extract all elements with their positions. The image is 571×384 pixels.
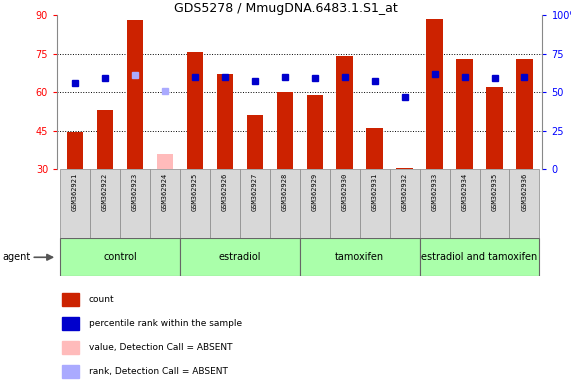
Bar [456,59,473,169]
Text: GSM362926: GSM362926 [222,172,228,211]
Bar [420,169,449,238]
Text: GSM362929: GSM362929 [312,172,317,211]
Bar [329,169,360,238]
Bar [62,341,79,354]
Text: GSM362928: GSM362928 [282,172,288,211]
Bar [516,59,533,169]
Bar [300,169,329,238]
Bar [60,169,90,238]
Bar [449,169,480,238]
Text: GSM362921: GSM362921 [72,172,78,211]
Text: GSM362932: GSM362932 [401,172,408,211]
Text: estradiol: estradiol [219,252,261,262]
Text: value, Detection Call = ABSENT: value, Detection Call = ABSENT [89,343,232,351]
Bar [427,19,443,169]
Text: GSM362930: GSM362930 [341,172,348,211]
Bar [396,168,413,169]
Bar [62,293,79,306]
Bar [276,92,293,169]
Bar [360,169,389,238]
Bar [120,169,150,238]
Text: GSM362924: GSM362924 [162,172,168,211]
Bar [97,110,113,169]
Bar [480,169,509,238]
Bar [247,115,263,169]
Bar [62,364,79,378]
Bar [307,95,323,169]
Bar [90,169,120,238]
Text: GSM362935: GSM362935 [492,172,497,211]
Text: GSM362931: GSM362931 [372,172,377,211]
Text: GSM362933: GSM362933 [432,172,437,211]
Text: GSM362934: GSM362934 [461,172,468,211]
Text: GSM362923: GSM362923 [132,172,138,211]
Bar [509,169,540,238]
Text: percentile rank within the sample: percentile rank within the sample [89,319,242,328]
Text: estradiol and tamoxifen: estradiol and tamoxifen [421,252,538,262]
Text: count: count [89,295,114,303]
Bar [367,128,383,169]
Text: GSM362925: GSM362925 [192,172,198,211]
Bar [127,20,143,169]
Bar [389,169,420,238]
Bar [216,74,233,169]
Bar [180,238,300,276]
Bar [150,169,180,238]
Bar [486,87,502,169]
Bar [67,132,83,169]
Text: GSM362927: GSM362927 [252,172,258,211]
Bar [300,238,420,276]
Bar [420,238,540,276]
Bar [336,56,353,169]
Text: GSM362922: GSM362922 [102,172,108,211]
Text: tamoxifen: tamoxifen [335,252,384,262]
Bar [60,238,180,276]
Text: agent: agent [3,252,31,262]
Text: GDS5278 / MmugDNA.6483.1.S1_at: GDS5278 / MmugDNA.6483.1.S1_at [174,2,397,15]
Bar [180,169,210,238]
Text: rank, Detection Call = ABSENT: rank, Detection Call = ABSENT [89,367,227,376]
Bar [187,53,203,169]
Bar [210,169,240,238]
Bar [270,169,300,238]
Text: control: control [103,252,137,262]
Bar [240,169,270,238]
Text: GSM362936: GSM362936 [521,172,528,211]
Bar [156,154,173,169]
Bar [62,316,79,330]
